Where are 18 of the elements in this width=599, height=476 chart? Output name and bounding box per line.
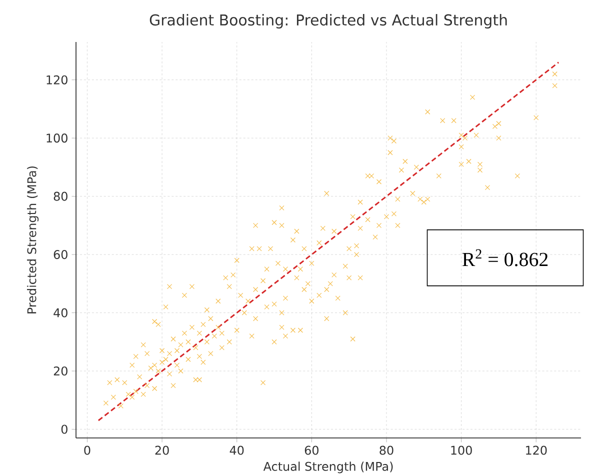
y-axis-title: Predicted Strength (MPa) [27,166,39,314]
y-tick-label: 120 [46,75,68,84]
x-tick-label: 60 [304,446,318,455]
x-tick-label: 120 [526,446,547,455]
x-tick-label: 80 [380,446,394,455]
chart-title: Gradient Boosting: Predicted vs Actual Strength [150,14,507,28]
x-tick-label: 20 [155,446,169,455]
y-tick-label: 0 [61,424,68,434]
y-tick-label: 80 [54,192,68,201]
y-tick-label: 60 [54,250,68,260]
x-tick-label: 0 [84,446,90,455]
x-axis-title: Actual Strength (MPa) [263,462,393,474]
y-tick-label: 40 [54,308,68,318]
y-tick-label: 20 [54,366,68,376]
x-tick-label: 100 [451,446,472,455]
annotation: R$^{2}$ = 0.862 [462,249,548,266]
x-tick-label: 40 [230,446,244,455]
y-tick-label: 100 [46,134,68,143]
